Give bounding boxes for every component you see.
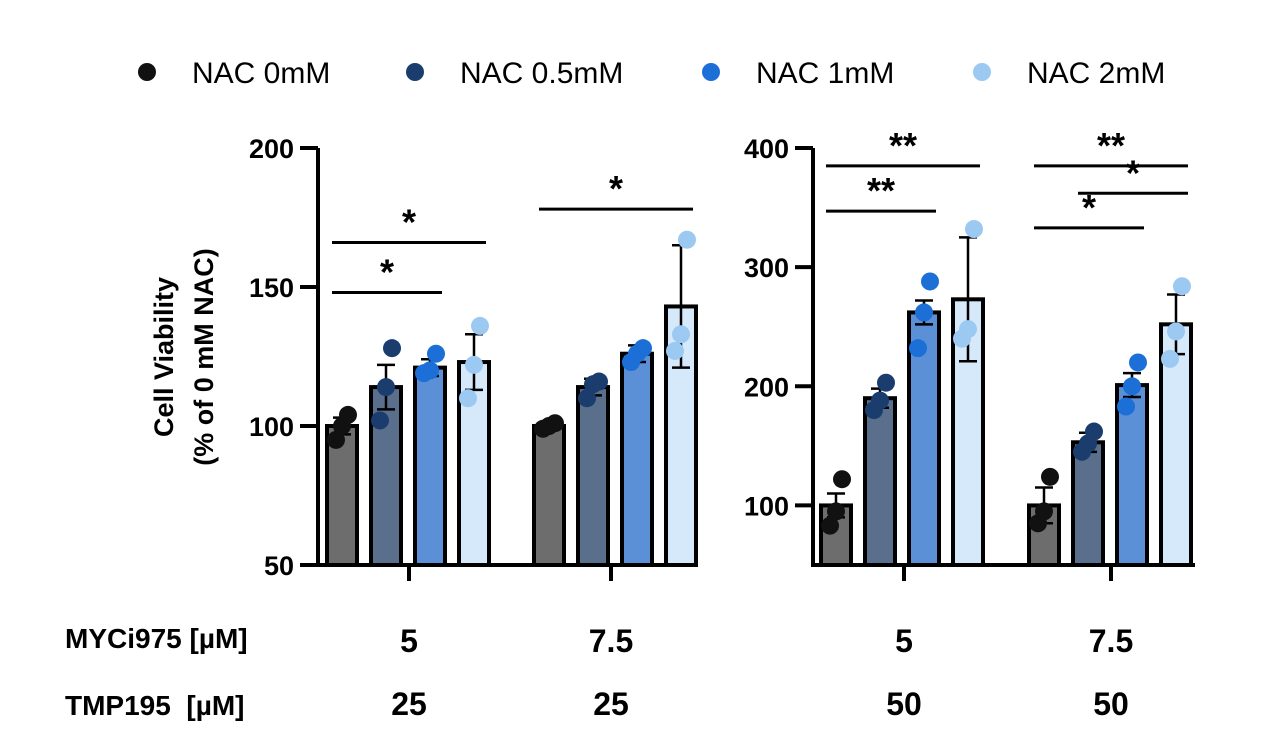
data-point: [672, 325, 690, 343]
data-point: [421, 361, 439, 379]
y-tick-label: 300: [744, 253, 789, 283]
data-point: [678, 231, 696, 249]
significance-label: *: [1126, 152, 1140, 193]
data-point: [1035, 502, 1053, 520]
legend-label-nac-0mm: NAC 0mM: [192, 57, 330, 90]
tmp195-value: 50: [1093, 686, 1129, 722]
data-point: [909, 339, 927, 357]
myci975-value: 5: [400, 623, 418, 659]
y-tick-label: 200: [744, 372, 789, 402]
data-point: [666, 342, 684, 360]
myci975-value: 7.5: [1089, 623, 1133, 659]
data-point: [459, 389, 477, 407]
data-point: [377, 378, 395, 396]
significance-label: **: [889, 125, 917, 166]
data-point: [465, 356, 483, 374]
bar: [622, 354, 652, 565]
bar: [865, 398, 895, 565]
bar: [415, 368, 445, 565]
significance-label: *: [380, 252, 394, 293]
data-point: [921, 272, 939, 290]
data-point: [877, 374, 895, 392]
row-label-myci975: MYCi975 [µM]: [65, 623, 248, 654]
y-tick-label: 400: [744, 134, 789, 164]
significance-label: *: [402, 202, 416, 243]
row-label-tmp195: TMP195 [µM]: [65, 690, 244, 721]
data-point: [590, 373, 608, 391]
tmp195-value: 50: [886, 686, 922, 722]
legend-marker-nac-0-5mm: [406, 63, 424, 81]
y-tick-label: 100: [249, 412, 294, 442]
significance-label: *: [609, 168, 623, 209]
myci975-value: 7.5: [589, 623, 633, 659]
legend: NAC 0mM NAC 0.5mM NAC 1mM NAC 2mM: [138, 57, 1165, 90]
legend-marker-nac-1mm: [702, 63, 720, 81]
y-axis-label-line1: Cell Viability: [149, 277, 179, 437]
myci975-value: 5: [895, 623, 913, 659]
y-axis-label-line2: (% of 0 mM NAC): [189, 248, 219, 466]
data-point: [546, 414, 564, 432]
data-point: [427, 345, 445, 363]
data-point: [1085, 423, 1103, 441]
data-point: [1167, 322, 1185, 340]
data-point: [959, 320, 977, 338]
data-point: [1129, 353, 1147, 371]
y-tick-label: 50: [264, 551, 294, 581]
data-point: [1173, 277, 1191, 295]
data-point: [833, 470, 851, 488]
chart-figure: NAC 0mM NAC 0.5mM NAC 1mM NAC 2mM Cell V…: [0, 0, 1284, 730]
data-point: [1161, 350, 1179, 368]
data-point: [965, 220, 983, 238]
tmp195-value: 25: [593, 686, 629, 722]
data-point: [1117, 398, 1135, 416]
legend-marker-nac-0mm: [138, 63, 156, 81]
data-point: [915, 303, 933, 321]
significance-label: **: [1097, 125, 1125, 166]
data-point: [339, 406, 357, 424]
bar: [534, 426, 564, 565]
legend-marker-nac-2mm: [973, 63, 991, 81]
y-tick-label: 200: [249, 134, 294, 164]
tmp195-value: 25: [391, 686, 427, 722]
data-point: [827, 502, 845, 520]
data-point: [1041, 468, 1059, 486]
data-point: [371, 411, 389, 429]
data-point: [634, 339, 652, 357]
legend-label-nac-0-5mm: NAC 0.5mM: [460, 57, 623, 90]
bar: [578, 387, 608, 565]
bar: [1073, 442, 1103, 565]
data-point: [871, 392, 889, 410]
data-point: [471, 317, 489, 335]
y-tick-label: 100: [744, 491, 789, 521]
significance-label: **: [867, 170, 895, 211]
data-point: [383, 339, 401, 357]
y-tick-label: 150: [249, 273, 294, 303]
data-point: [1123, 377, 1141, 395]
legend-label-nac-1mm: NAC 1mM: [756, 57, 894, 90]
legend-label-nac-2mm: NAC 2mM: [1027, 57, 1165, 90]
